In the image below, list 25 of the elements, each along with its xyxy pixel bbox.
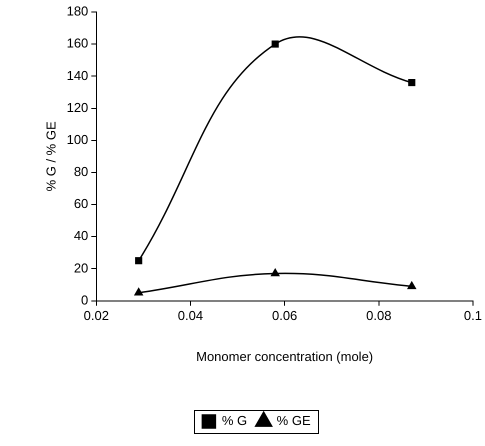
point xyxy=(135,257,142,264)
y-tick-label: 100 xyxy=(66,132,88,147)
y-tick-label: 160 xyxy=(66,36,88,51)
x-tick-label: 0.06 xyxy=(272,308,298,324)
x-tick-label: 0.1 xyxy=(464,308,482,324)
x-tick-label: 0.02 xyxy=(84,308,109,324)
point xyxy=(270,268,280,276)
point xyxy=(408,79,416,86)
y-axis-title: % G / % GE xyxy=(43,121,58,192)
y-tick-label: 60 xyxy=(74,196,88,212)
x-tick-label: 0.04 xyxy=(178,308,204,324)
x-axis-title: Monomer concentration (mole) xyxy=(196,348,374,364)
y-tick-label: 80 xyxy=(74,164,88,180)
y-tick-label: 0 xyxy=(81,292,88,308)
legend-label: % GE xyxy=(276,413,311,428)
y-tick-label: 40 xyxy=(74,228,88,244)
point xyxy=(408,282,416,290)
y-tick-label: 120 xyxy=(66,100,88,115)
y-tick-label: 180 xyxy=(66,4,88,19)
y-tick-label: 20 xyxy=(74,260,88,276)
point xyxy=(134,288,143,296)
legend-label: % G xyxy=(222,413,248,428)
point xyxy=(272,40,279,48)
x-tick-label: 0.08 xyxy=(366,308,392,324)
y-tick-label: 140 xyxy=(66,68,88,83)
